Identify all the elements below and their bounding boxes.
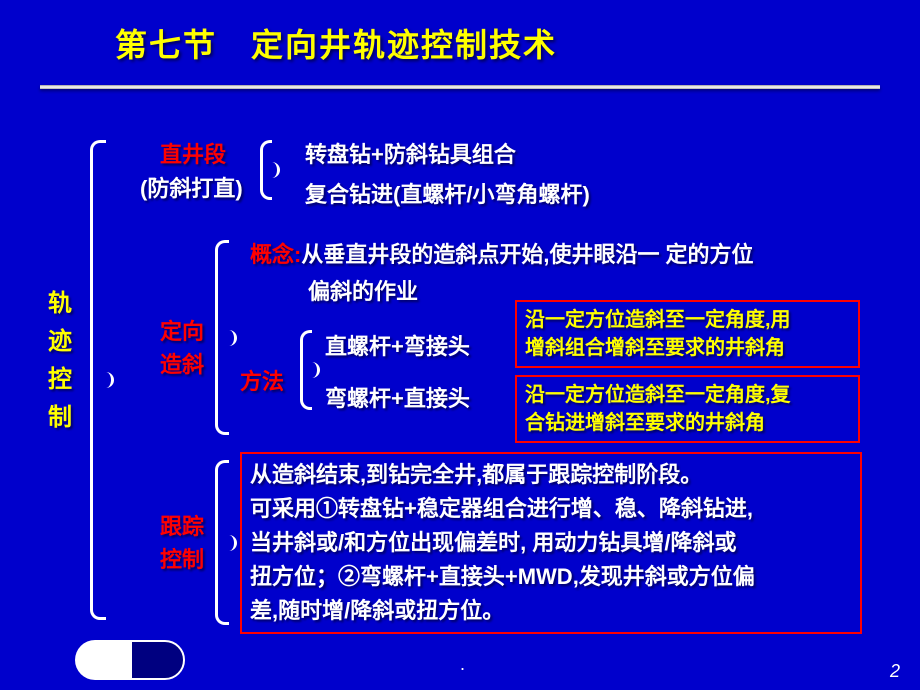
method-box2: 沿一定方位造斜至一定角度,复 合钻进增斜至要求的井斜角 [515, 375, 860, 443]
diagram: 轨 迹 控 制 直井段 (防斜打直) 转盘钻+防斜钻具组合 复合钻进(直螺杆/小… [40, 130, 890, 640]
box2-l1: 沿一定方位造斜至一定角度,复 [525, 384, 791, 406]
sec3-l5: 差,随时增/降斜或扭方位。 [250, 594, 852, 628]
sec2-head2: 造斜 [160, 348, 204, 382]
sec3-head2: 控制 [160, 543, 204, 577]
concept-line2: 偏斜的作业 [308, 275, 418, 309]
root-char: 轨 [40, 285, 80, 323]
method-m1: 直螺杆+弯接头 [325, 330, 470, 364]
bracket-method [300, 330, 312, 410]
sec1-r1: 转盘钻+防斜钻具组合 [305, 138, 516, 172]
sec3-l4: 扭方位；②弯螺杆+直接头+MWD,发现井斜或方位偏 [250, 560, 852, 594]
root-char: 制 [40, 399, 80, 437]
sec3-box: 从造斜结束,到钻完全井,都属于跟踪控制阶段。 可采用①转盘钻+稳定器组合进行增、… [240, 452, 862, 634]
pill-icon [75, 640, 185, 680]
sec1-sub: (防斜打直) [140, 172, 243, 206]
method-m2: 弯螺杆+直接头 [325, 382, 470, 416]
bracket-sec2 [215, 240, 229, 435]
method-box1: 沿一定方位造斜至一定角度,用 增斜组合增斜至要求的井斜角 [515, 300, 860, 368]
sec3-head1: 跟踪 [160, 510, 204, 544]
box1-l2: 增斜组合增斜至要求的井斜角 [525, 337, 785, 359]
bracket-main [90, 140, 106, 620]
method-label: 方法 [240, 365, 284, 399]
root-char: 迹 [40, 323, 80, 361]
root-char: 控 [40, 361, 80, 399]
sec3-l4a: 扭方位；②弯螺杆+直接头+ [250, 564, 518, 589]
sec3-l2: 可采用①转盘钻+稳定器组合进行增、稳、降斜钻进, [250, 492, 852, 526]
sec1-r2: 复合钻进(直螺杆/小弯角螺杆) [305, 178, 590, 212]
page-number: 2 [890, 661, 900, 682]
divider [40, 85, 880, 89]
pill-left [75, 640, 130, 680]
concept-t1: 从垂直井段的造斜点开始,使井眼沿一 定的方位 [301, 242, 753, 267]
sec3-l1: 从造斜结束,到钻完全井,都属于跟踪控制阶段。 [250, 458, 852, 492]
root-label: 轨 迹 控 制 [40, 285, 80, 437]
concept-label: 概念: [250, 242, 301, 267]
box2-l2: 合钻进增斜至要求的井斜角 [525, 412, 765, 434]
sec2-head1: 定向 [160, 315, 204, 349]
bracket-sec1 [260, 140, 272, 200]
sec3-l4b: MWD [518, 564, 573, 589]
sec3-l3: 当井斜或/和方位出现偏差时, 用动力钻具增/降斜或 [250, 526, 852, 560]
box1-l1: 沿一定方位造斜至一定角度,用 [525, 309, 791, 331]
dot: . [460, 654, 465, 675]
sec3-l4c: ,发现井斜或方位偏 [573, 564, 755, 589]
sec1-head: 直井段 [160, 138, 226, 172]
page-title: 第七节 定向井轨迹控制技术 [115, 20, 557, 66]
pill-right [130, 640, 185, 680]
concept-line1: 概念:从垂直井段的造斜点开始,使井眼沿一 定的方位 [250, 238, 754, 272]
bracket-sec3 [215, 460, 229, 625]
